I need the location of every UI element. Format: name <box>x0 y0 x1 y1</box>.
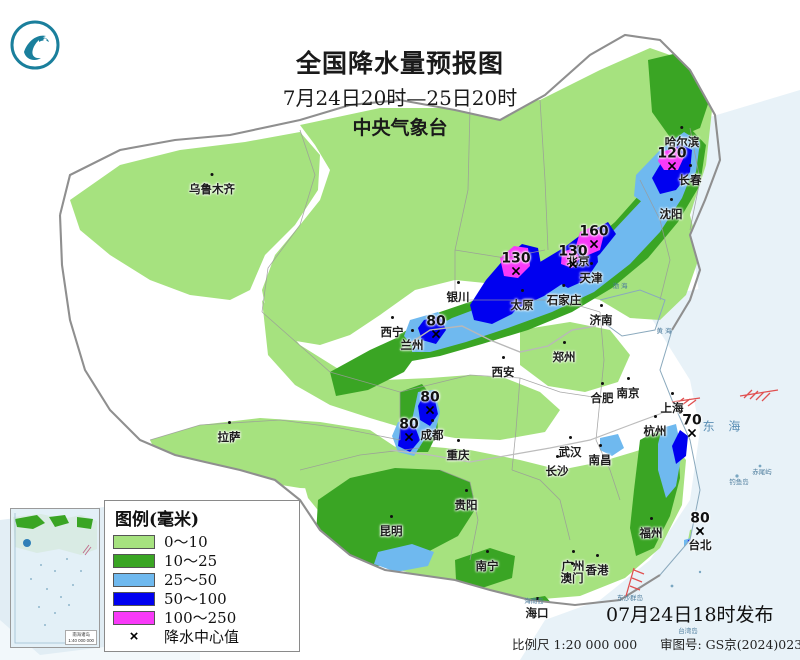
legend-range-label: 0～10 <box>164 533 208 551</box>
band-100-250 <box>500 147 684 278</box>
page-title: 全国降水量预报图 <box>295 49 504 78</box>
legend-range-label: 25～50 <box>164 571 218 589</box>
issue-time: 07月24日18时发布 <box>606 604 774 626</box>
legend-marker-label: 降水中心值 <box>164 628 240 646</box>
legend-title: 图例(毫米) <box>115 510 200 530</box>
map-approval-number: 审图号: GS京(2024)0236号 <box>660 637 800 652</box>
legend-color-swatch <box>113 553 155 568</box>
yellow-river <box>399 325 597 353</box>
issuing-organization: 中央气象台 <box>352 117 448 139</box>
legend-row: 25～50 <box>113 570 293 589</box>
map-scale: 比例尺 1:20 000 000 <box>512 637 638 652</box>
coastline <box>599 289 701 576</box>
national-border <box>58 33 722 607</box>
legend-rows: 0～10 10～25 25～50 50～100 100～250 × 降水中心值 <box>113 532 293 646</box>
south-china-sea-inset: 南海诸岛 1:40 000 000 <box>10 508 100 648</box>
inset-scale-line2: 1:40 000 000 <box>68 637 94 643</box>
legend-row: 100～250 <box>113 608 293 627</box>
legend-row: 10～25 <box>113 551 293 570</box>
inset-scale-label: 南海诸岛 1:40 000 000 <box>65 630 97 645</box>
cma-dragon-logo-icon <box>8 18 62 72</box>
island-dots <box>670 464 762 588</box>
legend-range-label: 100～250 <box>164 609 237 627</box>
forecast-period: 7月24日20时—25日20时 <box>282 86 518 110</box>
legend-color-swatch <box>113 610 155 625</box>
legend-row: 0～10 <box>113 532 293 551</box>
legend-range-label: 10～25 <box>164 552 218 570</box>
wind-barb-icon <box>671 397 701 407</box>
wind-barb-icon <box>625 567 645 597</box>
legend-marker-row: × 降水中心值 <box>113 627 293 646</box>
legend-color-swatch <box>113 572 155 587</box>
wind-barb-icon <box>739 389 779 402</box>
legend-panel: 图例(毫米) 0～10 10～25 25～50 50～100 100～250 × 降水中心值 <box>104 500 300 652</box>
legend-range-label: 50～100 <box>164 590 227 608</box>
province-boundaries <box>149 99 701 561</box>
legend-row: 50～100 <box>113 589 293 608</box>
yangtze-river <box>389 411 666 463</box>
precip-center-cross-icon: × <box>129 628 139 645</box>
legend-color-swatch <box>113 591 155 606</box>
inset-scale-line1: 南海诸岛 <box>72 632 90 637</box>
legend-color-swatch <box>113 534 155 549</box>
